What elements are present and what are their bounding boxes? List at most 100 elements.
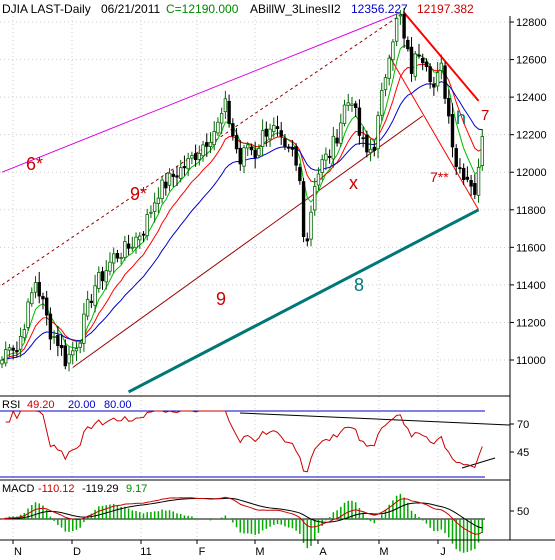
price-candle — [458, 158, 462, 174]
price-candle — [89, 293, 94, 309]
macd-tick-50: 50 — [517, 506, 529, 518]
price-candle — [421, 53, 425, 71]
price-candle — [339, 113, 343, 147]
price-candle — [59, 334, 64, 356]
price-candle — [264, 121, 269, 147]
price-candle — [409, 37, 414, 82]
date-tick-label: F — [199, 546, 206, 558]
price-candle — [100, 266, 105, 290]
price-candle — [15, 341, 19, 358]
price-candle — [465, 166, 470, 183]
price-candle — [283, 133, 287, 151]
price-candle — [376, 111, 380, 159]
price-tick-label: 11000 — [516, 355, 546, 367]
price-tick-label: 12400 — [516, 92, 547, 104]
price-candle — [279, 122, 283, 145]
price-candle — [406, 36, 410, 52]
chart-date: 06/21/2011 — [101, 2, 160, 16]
price-candle — [145, 208, 149, 241]
price-candle — [11, 345, 15, 360]
price-candle — [454, 144, 458, 176]
price-candle — [383, 74, 388, 97]
price-tick-label: 12600 — [516, 55, 547, 67]
price-candle — [227, 94, 231, 128]
rsi-panel: RSI 49.20 20.00 80.00 70 45 — [0, 395, 529, 478]
price-tick-label: 12800 — [516, 17, 547, 29]
price-candle — [473, 174, 477, 200]
annotation-x: x — [349, 173, 358, 193]
price-candle — [134, 232, 138, 254]
price-candle — [320, 154, 324, 181]
trendline-9 — [72, 115, 423, 368]
price-candle — [249, 143, 254, 156]
price-candle — [435, 61, 440, 92]
price-candle — [476, 158, 481, 203]
price-candle — [149, 205, 153, 219]
date-tick-label: M — [255, 546, 264, 558]
price-candle — [439, 54, 444, 80]
price-candle — [44, 290, 49, 326]
price-candle — [26, 298, 30, 331]
price-candle — [253, 141, 257, 169]
price-candle — [7, 343, 12, 357]
price-tick-label: 11200 — [516, 317, 546, 329]
price-candle — [268, 123, 272, 147]
macd-panel: MACD -110.12 -119.29 9.17 50 — [0, 479, 529, 553]
price-candle — [286, 143, 291, 153]
price-candle — [398, 10, 403, 25]
price-candle — [298, 163, 302, 185]
price-candle — [294, 143, 298, 171]
price-candle — [372, 140, 377, 157]
indicator-value-1: 12356.227 — [351, 2, 408, 16]
price-tick-label: 12000 — [516, 167, 547, 179]
price-candle — [30, 287, 34, 307]
price-candle — [246, 142, 250, 157]
price-candle — [167, 168, 172, 192]
price-candle — [346, 93, 350, 111]
indicator-name: ABillW_3LinesII2 — [250, 2, 341, 16]
price-candle — [52, 330, 56, 344]
price-candle — [447, 89, 451, 124]
close-value: C=12190.000 — [166, 2, 239, 16]
price-axis: 11000 11200 11400 11600 11800 12000 12200 12400… — [510, 17, 547, 367]
price-candle — [74, 342, 79, 362]
date-axis: N D 11 F M A M J — [12, 540, 446, 558]
price-candle — [368, 138, 373, 162]
price-candle — [361, 126, 365, 148]
price-candle — [123, 235, 127, 261]
price-candle — [48, 307, 53, 350]
price-candle — [171, 170, 175, 188]
price-candle — [156, 187, 161, 214]
annotation-9star: 9* — [130, 184, 147, 204]
annotation-7-double-star: 7** — [430, 169, 449, 185]
date-tick-label: D — [73, 546, 81, 558]
price-candle — [67, 346, 71, 372]
price-candle — [275, 115, 280, 137]
chart-symbol: DJIA LAST-Daily — [2, 2, 91, 16]
rsi-line — [5, 409, 483, 473]
price-candle — [402, 7, 406, 48]
price-bars — [0, 7, 484, 372]
rsi-label: RSI — [2, 399, 20, 411]
price-candle — [115, 249, 120, 263]
annotation-8: 8 — [354, 275, 364, 295]
price-candle — [238, 139, 242, 171]
price-candle — [18, 327, 23, 358]
price-candle — [63, 339, 67, 370]
price-candle — [182, 155, 187, 176]
price-candle — [119, 252, 123, 265]
rsi-tick-70: 70 — [517, 419, 529, 431]
price-candle — [160, 176, 164, 204]
chart-grid — [0, 16, 510, 540]
price-candle — [461, 163, 466, 186]
price-candle — [316, 167, 321, 191]
rsi-param-2: 80.00 — [104, 399, 132, 411]
ema-slow-line — [1, 81, 483, 361]
date-tick-label: 11 — [140, 546, 151, 558]
price-candle — [301, 177, 306, 243]
price-candle — [417, 43, 421, 59]
price-candle — [141, 231, 146, 242]
price-candle — [0, 356, 4, 369]
price-candle — [126, 234, 131, 255]
indicator-value-2: 12197.382 — [417, 2, 474, 16]
